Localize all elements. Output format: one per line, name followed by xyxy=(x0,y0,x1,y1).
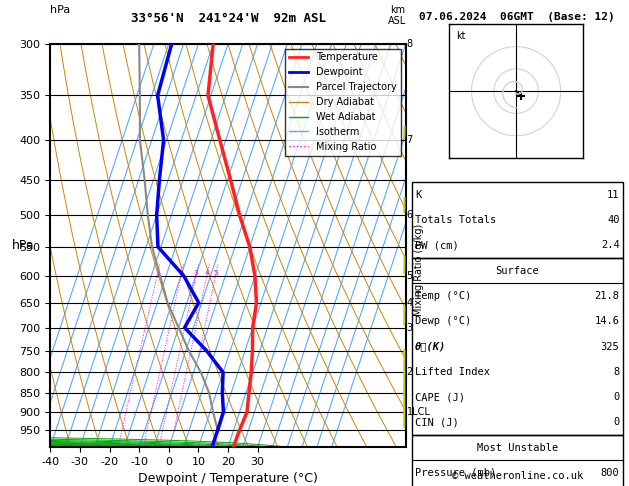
Text: hPa: hPa xyxy=(50,5,70,15)
Text: PW (cm): PW (cm) xyxy=(415,241,459,250)
Text: km
ASL: km ASL xyxy=(387,5,406,26)
Text: 0: 0 xyxy=(613,417,620,427)
Legend: Temperature, Dewpoint, Parcel Trajectory, Dry Adiabat, Wet Adiabat, Isotherm, Mi: Temperature, Dewpoint, Parcel Trajectory… xyxy=(285,49,401,156)
Text: 14.6: 14.6 xyxy=(594,316,620,326)
Text: 1LCL: 1LCL xyxy=(406,407,430,417)
Text: Pressure (mb): Pressure (mb) xyxy=(415,468,496,478)
Text: 4: 4 xyxy=(204,270,209,276)
Text: 2: 2 xyxy=(406,367,413,377)
Text: 1: 1 xyxy=(155,270,159,276)
Text: CIN (J): CIN (J) xyxy=(415,417,459,427)
Text: 7: 7 xyxy=(406,135,413,145)
Text: 8: 8 xyxy=(613,367,620,377)
Text: 4: 4 xyxy=(406,298,413,308)
Text: Surface: Surface xyxy=(496,266,539,276)
Text: © weatheronline.co.uk: © weatheronline.co.uk xyxy=(452,471,583,481)
Text: 800: 800 xyxy=(601,468,620,478)
Text: Mixing Ratio (g/kg): Mixing Ratio (g/kg) xyxy=(414,224,424,316)
Text: 5: 5 xyxy=(406,271,413,281)
Text: K: K xyxy=(415,190,421,200)
Text: 33°56'N  241°24'W  92m ASL: 33°56'N 241°24'W 92m ASL xyxy=(130,12,326,25)
Text: 3: 3 xyxy=(194,270,198,276)
Text: Dewp (°C): Dewp (°C) xyxy=(415,316,471,326)
Text: hPa: hPa xyxy=(13,239,35,252)
Text: θᴄ(K): θᴄ(K) xyxy=(415,342,447,351)
Text: 21.8: 21.8 xyxy=(594,291,620,301)
Text: 0: 0 xyxy=(613,392,620,402)
Text: 325: 325 xyxy=(601,342,620,351)
Text: 2.4: 2.4 xyxy=(601,241,620,250)
Text: 3: 3 xyxy=(406,323,413,332)
Text: 5: 5 xyxy=(213,270,218,276)
X-axis label: Dewpoint / Temperature (°C): Dewpoint / Temperature (°C) xyxy=(138,472,318,486)
Text: Lifted Index: Lifted Index xyxy=(415,367,490,377)
Text: 8: 8 xyxy=(406,39,413,49)
Text: 07.06.2024  06GMT  (Base: 12): 07.06.2024 06GMT (Base: 12) xyxy=(419,12,615,22)
Text: Most Unstable: Most Unstable xyxy=(477,443,558,452)
Text: 6: 6 xyxy=(406,210,413,220)
Text: kt: kt xyxy=(456,31,465,41)
Text: Temp (°C): Temp (°C) xyxy=(415,291,471,301)
Text: Totals Totals: Totals Totals xyxy=(415,215,496,225)
Text: 2: 2 xyxy=(179,270,183,276)
Text: CAPE (J): CAPE (J) xyxy=(415,392,465,402)
Text: 11: 11 xyxy=(607,190,620,200)
Text: 40: 40 xyxy=(607,215,620,225)
